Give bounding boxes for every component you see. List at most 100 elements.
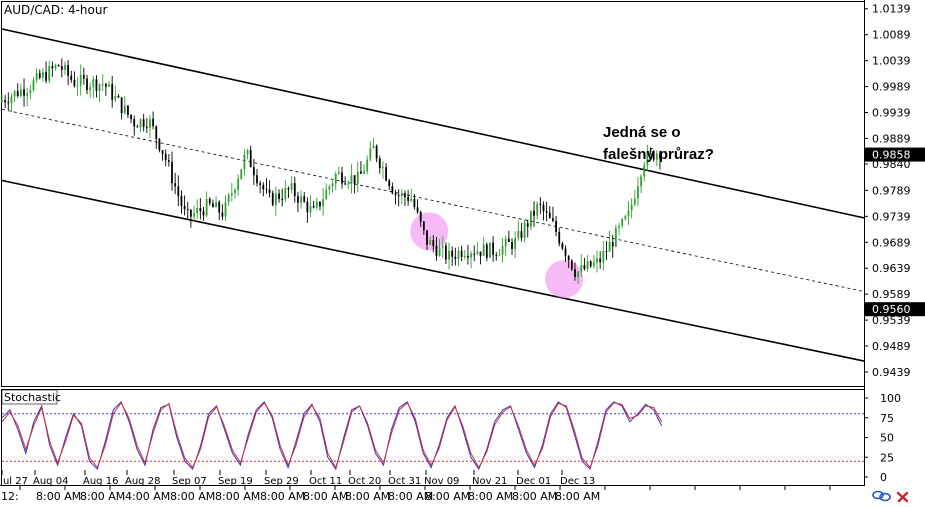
candle-bear (419, 211, 422, 222)
candle-bull (592, 262, 595, 267)
candle-bear (391, 186, 394, 194)
candle-bear (293, 183, 296, 197)
current-price-label: 0.9858 (872, 149, 911, 162)
chart-title: AUD/CAD: 4-hour (4, 3, 107, 17)
candle-bear (306, 201, 309, 213)
time-label: 8:00 AM (425, 490, 470, 503)
time-label: 8:00 AM (345, 490, 390, 503)
candle-bull (32, 80, 35, 90)
candle-bull (54, 65, 57, 69)
candle-bull (193, 213, 195, 217)
candle-bear (454, 256, 457, 259)
candle-bull (643, 165, 646, 177)
link-icon[interactable] (872, 490, 891, 502)
y-tick-label: 0.9439 (872, 366, 911, 379)
x-tick-label: Dec 01 (516, 476, 551, 487)
candle-bear (145, 126, 148, 128)
candle-bull (325, 189, 328, 200)
candle-bull (441, 245, 444, 248)
candle-bear (142, 119, 145, 127)
candle-bear (278, 193, 280, 199)
candle-bear (416, 207, 419, 212)
time-label: 8:00 AM (468, 490, 513, 503)
candle-bull (331, 183, 334, 187)
candle-bull (463, 255, 466, 257)
candle-bear (262, 184, 265, 190)
y-tick-label: 1.0089 (872, 29, 911, 42)
candle-bull (624, 216, 627, 220)
candle-bear (426, 230, 428, 245)
candle-bull (627, 210, 630, 217)
candle-bear (67, 65, 70, 76)
marked-level-label: 0.9560 (872, 303, 911, 316)
x-tick-label: Oct 20 (348, 476, 381, 487)
candle-bull (501, 246, 504, 255)
candle-bear (605, 251, 608, 253)
candle-bull (315, 201, 318, 208)
candle-bull (614, 227, 617, 247)
candle-bull (523, 223, 526, 239)
candle-bear (164, 153, 167, 161)
candle-bear (397, 195, 400, 197)
candle-bull (482, 244, 485, 256)
candle-bull (476, 251, 479, 254)
candle-bull (227, 194, 230, 203)
candle-bear (649, 151, 652, 153)
candle-bear (133, 119, 136, 127)
candle-bear (511, 241, 513, 250)
candle-bear (202, 211, 205, 216)
highlight-circle (545, 260, 584, 299)
candle-bull (504, 238, 507, 247)
candle-bear (297, 196, 299, 203)
candle-bear (256, 175, 258, 184)
stochastic-tick-label: 50 (880, 432, 894, 445)
candle-bear (60, 66, 63, 70)
channel-line-lower (1, 179, 865, 362)
y-tick-label: 0.9889 (872, 132, 911, 145)
candle-bear (589, 261, 592, 267)
annotation-text: Jedná se o falešný průraz? (603, 122, 714, 166)
candle-bull (29, 89, 32, 93)
candle-bear (183, 205, 186, 210)
candle-bull (400, 193, 403, 197)
close-icon[interactable] (896, 491, 909, 503)
channel-line-upper (1, 28, 865, 219)
candle-bull (347, 183, 350, 185)
candle-bull (149, 118, 151, 128)
candle-bear (520, 230, 523, 239)
candle-bear (611, 242, 614, 247)
candle-bull (633, 198, 636, 205)
candle-bull (76, 85, 79, 87)
candle-bull (224, 202, 227, 217)
candle-bear (174, 183, 177, 187)
candle-bull (514, 238, 517, 250)
candle-bear (51, 65, 54, 69)
candle-bear (312, 205, 315, 208)
y-tick-label: 0.9789 (872, 184, 911, 197)
candle-bear (259, 183, 262, 185)
candle-bear (542, 204, 545, 212)
y-tick-label: 0.9489 (872, 340, 911, 353)
annotation-line-2: falešný průraz? (603, 146, 714, 163)
candle-bull (596, 258, 598, 263)
candle-bear (495, 254, 498, 256)
candle-bull (10, 96, 13, 104)
candle-bear (492, 242, 495, 255)
candle-bull (237, 178, 240, 190)
candle-bear (479, 251, 482, 256)
candle-bear (95, 79, 98, 91)
marked-level-label-bg (865, 302, 925, 317)
candle-bull (640, 176, 642, 187)
candle-bear (388, 180, 391, 187)
x-tick-label: Aug 16 (83, 476, 118, 487)
candle-bear (208, 198, 211, 204)
candle-bull (334, 173, 337, 184)
candle-bear (422, 221, 425, 231)
candle-bull (19, 89, 22, 96)
candle-bear (404, 193, 406, 198)
candle-bear (82, 74, 85, 79)
stochastic-tick-label: 100 (880, 392, 901, 405)
candle-bear (548, 212, 551, 219)
candle-bear (23, 89, 25, 96)
